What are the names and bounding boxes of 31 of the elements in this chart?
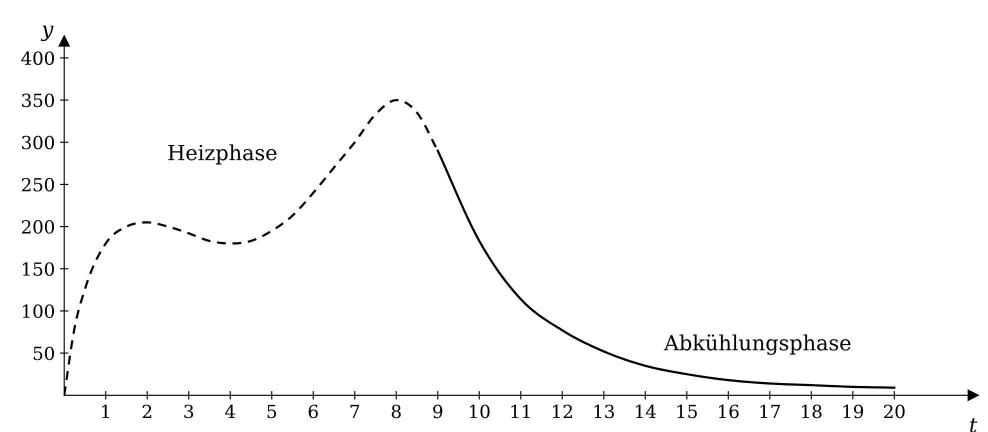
y-axis-title: y	[40, 26, 54, 42]
x-tick-label: 5	[268, 404, 276, 418]
y-tick-label: 150	[22, 262, 54, 276]
x-tick-label: 15	[678, 404, 697, 418]
x-tick-label: 6	[308, 404, 318, 418]
x-tick-label: 18	[802, 404, 822, 418]
x-tick-label: 9	[433, 404, 442, 418]
x-tick-label: 14	[636, 404, 656, 418]
y-tick-label: 200	[22, 220, 54, 234]
y-tick-label: 250	[22, 178, 54, 192]
y-tick-label: 400	[21, 51, 54, 66]
y-tick-label: 350	[22, 94, 54, 108]
x-tick-label: 11	[511, 404, 530, 418]
x-tick-label: 10	[470, 404, 490, 418]
x-tick-label: 17	[760, 404, 780, 418]
x-tick-label: 19	[844, 404, 864, 418]
x-tick-label: 20	[884, 404, 905, 418]
x-tick-label: 12	[552, 404, 572, 418]
y-tick-label: 300	[22, 136, 54, 150]
y-tick-label: 50	[34, 346, 54, 360]
x-tick-label: 13	[594, 404, 614, 418]
x-tick-label: 1	[102, 404, 109, 418]
annotation: Heizphase	[168, 144, 277, 164]
x-tick-label: 8	[392, 404, 401, 418]
y-tick-label: 100	[22, 304, 54, 318]
x-tick-label: 4	[225, 404, 236, 418]
x-tick-label: 7	[350, 404, 360, 418]
annotation: Abkühlungsphase	[664, 334, 850, 355]
x-tick-label: 3	[184, 404, 194, 418]
x-tick-label: 16	[719, 404, 739, 418]
x-tick-label: 2	[142, 404, 152, 418]
